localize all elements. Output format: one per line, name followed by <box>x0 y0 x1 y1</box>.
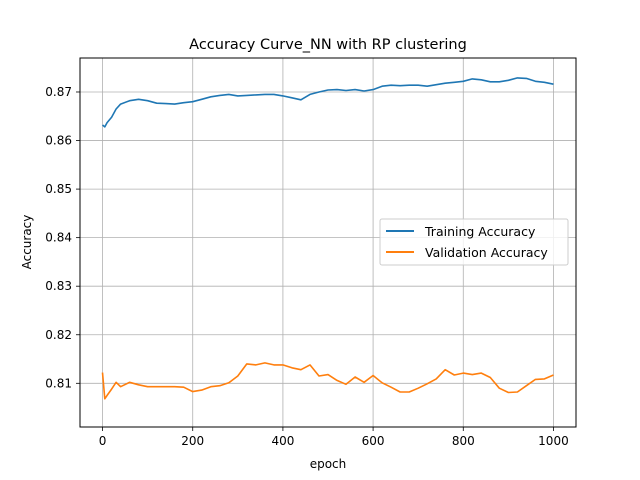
y-tick-label: 0.85 <box>45 182 72 196</box>
series-lines <box>101 77 554 400</box>
x-tick-label: 0 <box>99 434 107 448</box>
x-tick-label: 400 <box>271 434 294 448</box>
validation-accuracy-line <box>101 362 554 400</box>
x-tick-label: 600 <box>362 434 385 448</box>
y-axis-ticks: 0.81 0.82 0.83 0.84 0.85 0.86 0.87 <box>45 85 80 390</box>
x-tick-label: 200 <box>181 434 204 448</box>
legend-label-validation: Validation Accuracy <box>425 245 548 260</box>
legend: Training Accuracy Validation Accuracy <box>379 218 569 266</box>
legend-label-training: Training Accuracy <box>424 224 536 239</box>
y-tick-label: 0.82 <box>45 328 72 342</box>
y-tick-label: 0.87 <box>45 85 72 99</box>
x-axis-label: epoch <box>310 457 347 471</box>
training-accuracy-line <box>101 77 554 128</box>
y-tick-label: 0.86 <box>45 134 72 148</box>
chart-title: Accuracy Curve_NN with RP clustering <box>189 37 467 53</box>
y-axis-label: Accuracy <box>20 215 34 270</box>
x-tick-label: 1000 <box>538 434 569 448</box>
y-tick-label: 0.84 <box>45 231 72 245</box>
y-tick-label: 0.81 <box>45 376 72 390</box>
y-tick-label: 0.83 <box>45 279 72 293</box>
x-axis-ticks: 0 200 400 600 800 1000 <box>99 427 569 448</box>
plot-frame <box>79 57 577 428</box>
x-tick-label: 800 <box>452 434 475 448</box>
legend-box <box>379 218 569 266</box>
